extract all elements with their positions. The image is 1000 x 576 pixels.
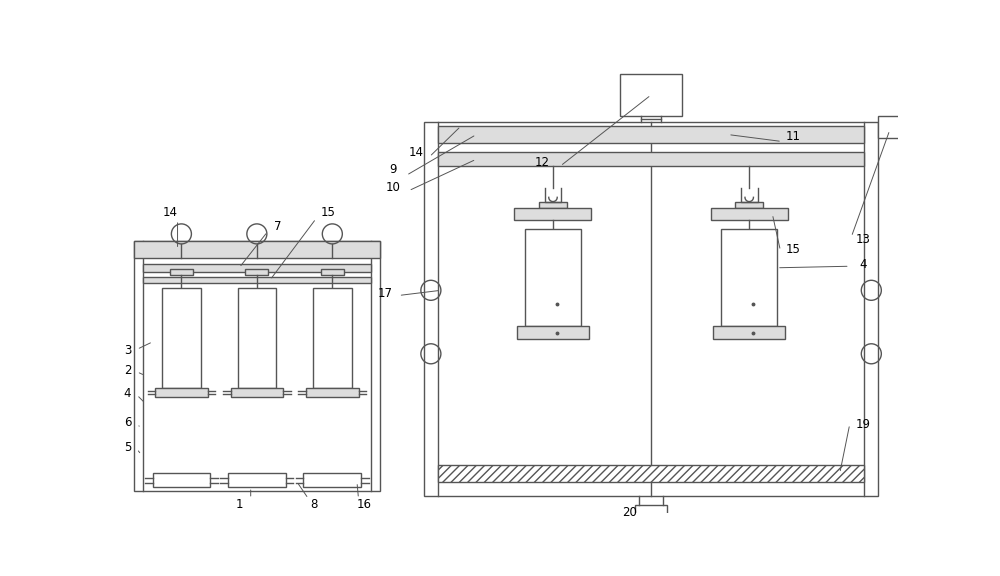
Bar <box>321 270 344 275</box>
Text: 13: 13 <box>855 233 870 246</box>
Text: 10: 10 <box>386 181 401 194</box>
Bar <box>735 202 763 208</box>
Text: 14: 14 <box>409 146 424 159</box>
Bar <box>313 288 352 388</box>
Bar <box>153 473 210 487</box>
Text: 20: 20 <box>622 506 637 519</box>
Bar <box>878 116 903 138</box>
Text: 16: 16 <box>357 498 372 511</box>
Text: 15: 15 <box>786 243 801 256</box>
Bar <box>424 122 878 496</box>
Bar <box>438 152 864 166</box>
Bar <box>721 229 777 325</box>
Text: 8: 8 <box>310 498 318 511</box>
Bar <box>713 325 785 339</box>
Text: 12: 12 <box>534 156 549 169</box>
Bar <box>635 505 667 529</box>
Bar <box>514 208 591 220</box>
Text: 9: 9 <box>389 164 397 176</box>
Text: 15: 15 <box>320 206 335 219</box>
Text: 14: 14 <box>162 206 177 219</box>
Bar <box>517 325 589 339</box>
Bar <box>162 288 201 388</box>
Bar <box>134 241 380 258</box>
Text: 3: 3 <box>124 344 131 358</box>
Text: 4: 4 <box>859 258 867 271</box>
Bar <box>525 229 581 325</box>
Text: 1: 1 <box>235 498 243 511</box>
Bar <box>620 74 682 116</box>
Bar <box>539 202 567 208</box>
Bar <box>438 126 864 143</box>
Bar <box>438 465 864 482</box>
Text: 4: 4 <box>124 387 131 400</box>
Text: 17: 17 <box>378 287 393 300</box>
Bar <box>143 264 371 272</box>
Bar <box>228 473 286 487</box>
Text: 19: 19 <box>855 418 870 431</box>
Bar <box>143 277 371 283</box>
Bar <box>231 388 283 397</box>
Text: 5: 5 <box>124 441 131 454</box>
Bar <box>134 241 380 491</box>
Text: 7: 7 <box>274 219 281 233</box>
Bar <box>306 388 358 397</box>
Bar <box>155 388 208 397</box>
Bar <box>170 270 193 275</box>
Bar <box>711 208 788 220</box>
Text: 11: 11 <box>786 130 801 143</box>
Bar <box>238 288 276 388</box>
Bar <box>303 473 361 487</box>
Bar <box>245 270 268 275</box>
Text: 6: 6 <box>124 416 131 429</box>
Text: 2: 2 <box>124 363 131 377</box>
